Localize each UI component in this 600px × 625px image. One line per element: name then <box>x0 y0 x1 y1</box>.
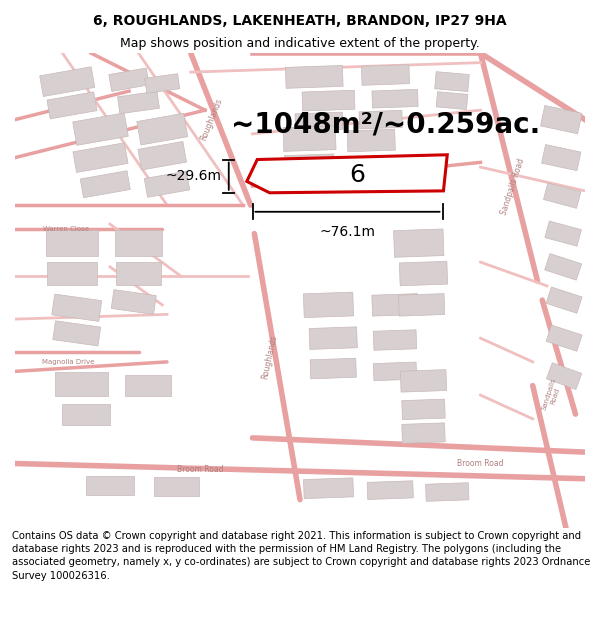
Text: Warren Close: Warren Close <box>43 226 89 232</box>
Polygon shape <box>116 262 161 285</box>
Polygon shape <box>40 67 95 96</box>
Polygon shape <box>542 144 581 171</box>
Polygon shape <box>546 325 582 351</box>
Polygon shape <box>309 327 358 349</box>
Polygon shape <box>47 92 97 119</box>
Polygon shape <box>73 113 128 146</box>
Text: Broom Road: Broom Road <box>457 459 504 468</box>
Polygon shape <box>55 372 107 396</box>
Polygon shape <box>138 141 187 170</box>
Polygon shape <box>304 478 353 499</box>
Polygon shape <box>373 330 416 350</box>
Polygon shape <box>402 423 445 443</box>
Polygon shape <box>118 91 160 114</box>
Polygon shape <box>541 106 582 134</box>
Polygon shape <box>286 66 343 88</box>
Polygon shape <box>284 154 335 176</box>
Text: Sandpalls
Road: Sandpalls Road <box>541 377 563 413</box>
Polygon shape <box>545 221 581 246</box>
Polygon shape <box>373 362 416 381</box>
Polygon shape <box>398 294 445 316</box>
Text: Broom Road: Broom Road <box>177 465 223 474</box>
Polygon shape <box>359 111 403 129</box>
Text: Roughlands: Roughlands <box>199 97 224 142</box>
Polygon shape <box>52 294 102 321</box>
Text: Sandpalls Road: Sandpalls Road <box>499 157 526 216</box>
Text: 6: 6 <box>349 162 365 187</box>
Polygon shape <box>154 477 199 496</box>
Polygon shape <box>304 292 353 318</box>
Polygon shape <box>544 183 581 208</box>
Polygon shape <box>125 375 171 396</box>
Text: Map shows position and indicative extent of the property.: Map shows position and indicative extent… <box>120 37 480 50</box>
Polygon shape <box>53 321 101 346</box>
Polygon shape <box>361 64 410 85</box>
Text: ~29.6m: ~29.6m <box>165 169 221 183</box>
Polygon shape <box>372 294 418 316</box>
Polygon shape <box>283 126 336 151</box>
Polygon shape <box>372 89 418 108</box>
Polygon shape <box>247 155 447 192</box>
Polygon shape <box>62 404 110 424</box>
Polygon shape <box>80 171 130 198</box>
Polygon shape <box>402 399 445 419</box>
Polygon shape <box>86 476 134 495</box>
Polygon shape <box>546 287 582 313</box>
Polygon shape <box>145 171 190 198</box>
Polygon shape <box>347 129 395 152</box>
Polygon shape <box>436 92 468 109</box>
Polygon shape <box>400 369 446 392</box>
Polygon shape <box>46 230 98 256</box>
Polygon shape <box>137 113 188 145</box>
Text: ~76.1m: ~76.1m <box>320 225 376 239</box>
Text: ~1048m²/~0.259ac.: ~1048m²/~0.259ac. <box>231 111 540 138</box>
Polygon shape <box>115 230 162 256</box>
Polygon shape <box>145 74 180 93</box>
Text: Magnolia Drive: Magnolia Drive <box>41 359 94 365</box>
Polygon shape <box>400 261 448 286</box>
Polygon shape <box>367 481 413 499</box>
Text: Roughlands: Roughlands <box>260 334 278 380</box>
Text: Contains OS data © Crown copyright and database right 2021. This information is : Contains OS data © Crown copyright and d… <box>12 531 590 581</box>
Polygon shape <box>310 358 356 379</box>
Polygon shape <box>394 229 444 258</box>
Polygon shape <box>295 112 343 131</box>
Polygon shape <box>73 142 128 172</box>
Polygon shape <box>425 482 469 501</box>
Polygon shape <box>109 68 149 91</box>
Polygon shape <box>111 289 156 314</box>
Polygon shape <box>547 362 582 389</box>
Polygon shape <box>545 254 581 280</box>
Polygon shape <box>302 90 355 111</box>
Text: 6, ROUGHLANDS, LAKENHEATH, BRANDON, IP27 9HA: 6, ROUGHLANDS, LAKENHEATH, BRANDON, IP27… <box>93 14 507 28</box>
Polygon shape <box>434 72 469 92</box>
Polygon shape <box>47 262 97 285</box>
